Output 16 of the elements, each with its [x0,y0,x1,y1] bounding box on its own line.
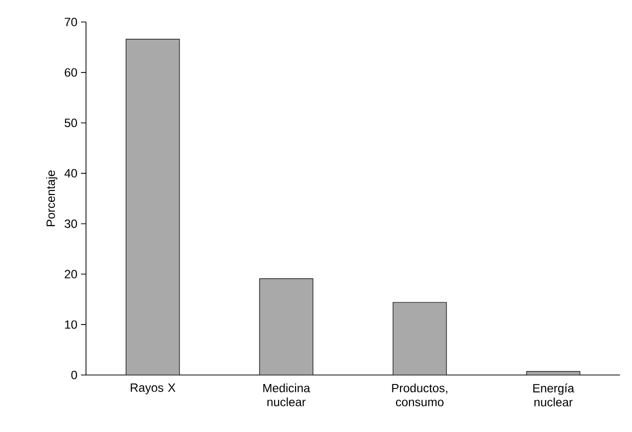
bar [126,38,180,375]
y-tick-label: 0 [71,370,78,380]
x-tick-label: Productos, consumo [392,384,448,406]
x-tick-label: Energía nuclear [533,384,574,406]
y-tick-label: 50 [64,118,78,128]
y-tick-label: 30 [64,219,78,228]
y-tick-label: 60 [64,68,78,77]
y-tick-label: 10 [65,320,78,329]
x-tick-label: Rayos X [130,384,176,394]
y-axis-title: Porcentaje [46,170,58,226]
y-tick-label: 70 [64,18,78,26]
bar [259,278,314,375]
x-tick-label: Medicina nuclear [263,384,310,406]
y-tick-label: 40 [64,169,78,178]
y-tick-label: 20 [64,270,78,278]
bar [392,302,447,375]
